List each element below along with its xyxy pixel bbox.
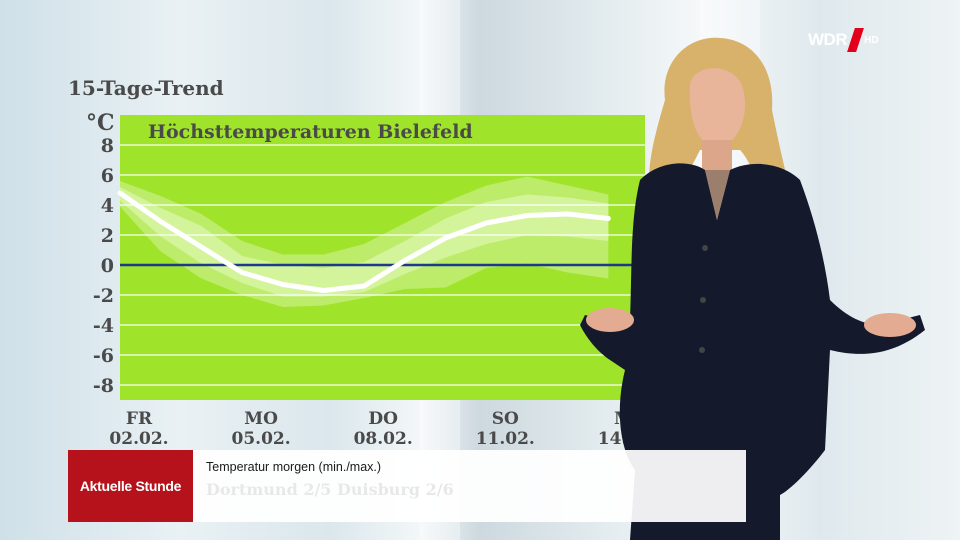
unit-label: °C bbox=[86, 110, 115, 136]
y-tick-label: 4 bbox=[101, 195, 114, 217]
y-tick-label: -2 bbox=[93, 285, 114, 307]
trend-title: 15-Tage-Trend bbox=[68, 76, 224, 100]
lower-third: Aktuelle Stunde Temperatur morgen (min./… bbox=[68, 450, 746, 522]
x-tick-day: MO bbox=[244, 409, 278, 429]
ticker-box: Temperatur morgen (min./max.) Dortmund 2… bbox=[193, 450, 746, 522]
y-tick-label: -6 bbox=[93, 345, 114, 367]
x-tick-date: 11.02. bbox=[476, 429, 535, 449]
x-tick-day: DO bbox=[368, 409, 398, 429]
y-tick-label: -4 bbox=[93, 315, 114, 337]
x-tick-day: FR bbox=[126, 409, 153, 429]
y-tick-label: 2 bbox=[101, 225, 114, 247]
y-tick-label: 0 bbox=[101, 255, 114, 277]
hd-badge: HD bbox=[864, 34, 879, 46]
temperature-line bbox=[117, 190, 611, 293]
y-tick-label: -8 bbox=[93, 375, 114, 397]
x-tick-date: 08.02. bbox=[354, 429, 413, 449]
show-label: Aktuelle Stunde bbox=[68, 450, 193, 522]
presenter-image bbox=[580, 37, 925, 540]
x-tick-day: SO bbox=[492, 409, 519, 429]
y-tick-label: 6 bbox=[101, 165, 114, 187]
y-tick-label: 8 bbox=[101, 135, 114, 157]
chart-title: Höchsttemperaturen Bielefeld bbox=[148, 121, 473, 143]
x-tick-date: 05.02. bbox=[232, 429, 291, 449]
ticker-headline: Temperatur morgen (min./max.) bbox=[206, 460, 382, 474]
x-tick-date: 02.02. bbox=[109, 429, 168, 449]
ticker-values: Dortmund 2/5 Duisburg 2/6 bbox=[206, 480, 454, 499]
wdr-logo: WDR HD bbox=[808, 28, 879, 52]
uncertainty-band-inner bbox=[120, 187, 609, 297]
wdr-logo-text: WDR bbox=[808, 30, 848, 49]
